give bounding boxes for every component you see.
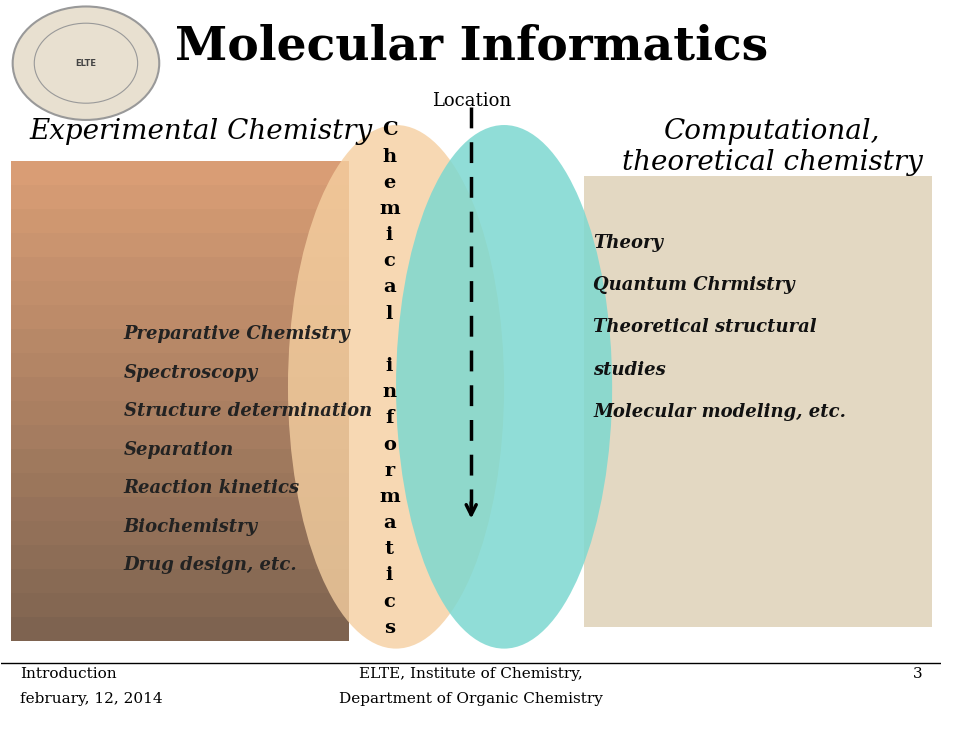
Text: Drug design, etc.: Drug design, etc. <box>124 556 297 575</box>
Text: m: m <box>379 200 400 218</box>
Text: Separation: Separation <box>124 441 234 458</box>
Bar <box>11 618 349 642</box>
Text: Preparative Chemistry: Preparative Chemistry <box>124 325 350 343</box>
Bar <box>11 473 349 497</box>
Text: Theory: Theory <box>594 234 664 252</box>
Bar <box>11 593 349 618</box>
Text: C: C <box>382 121 397 139</box>
Text: Computational,
theoretical chemistry: Computational, theoretical chemistry <box>621 118 923 176</box>
Bar <box>584 176 931 627</box>
Bar <box>11 185 349 210</box>
Text: Structure determination: Structure determination <box>124 402 372 420</box>
Bar <box>11 161 349 185</box>
Text: c: c <box>384 253 395 270</box>
Bar <box>11 258 349 281</box>
Text: a: a <box>383 278 396 296</box>
Text: t: t <box>385 540 394 558</box>
Ellipse shape <box>396 125 612 649</box>
Bar <box>11 234 349 258</box>
Bar <box>11 426 349 450</box>
Text: studies: studies <box>594 361 667 379</box>
Circle shape <box>12 7 159 120</box>
Text: Department of Organic Chemistry: Department of Organic Chemistry <box>339 692 603 706</box>
Bar <box>11 329 349 353</box>
Text: Molecular modeling, etc.: Molecular modeling, etc. <box>594 403 846 420</box>
Text: i: i <box>386 566 393 585</box>
Text: Experimental Chemistry: Experimental Chemistry <box>30 118 373 145</box>
Bar <box>11 497 349 521</box>
Text: Quantum Chrmistry: Quantum Chrmistry <box>594 276 795 294</box>
Bar <box>11 569 349 593</box>
Text: ELTE: ELTE <box>76 58 97 68</box>
Bar <box>11 281 349 305</box>
Bar <box>11 210 349 234</box>
Text: f: f <box>386 410 393 427</box>
Text: i: i <box>386 226 393 244</box>
Text: r: r <box>385 461 394 480</box>
Text: Location: Location <box>432 92 511 110</box>
Bar <box>11 353 349 377</box>
Bar <box>11 450 349 473</box>
Text: l: l <box>386 304 393 323</box>
Text: Biochemistry: Biochemistry <box>124 518 258 536</box>
Text: h: h <box>383 147 396 166</box>
Text: a: a <box>383 514 396 532</box>
Ellipse shape <box>288 125 504 649</box>
Bar <box>11 545 349 569</box>
Text: c: c <box>384 593 395 610</box>
Text: february, 12, 2014: february, 12, 2014 <box>20 692 163 706</box>
Text: m: m <box>379 488 400 506</box>
Text: Reaction kinetics: Reaction kinetics <box>124 479 299 497</box>
Bar <box>11 402 349 426</box>
Text: s: s <box>384 619 395 637</box>
Text: Spectroscopy: Spectroscopy <box>124 364 258 382</box>
Bar <box>11 305 349 329</box>
Text: e: e <box>384 174 395 192</box>
Bar <box>11 161 349 642</box>
Text: Theoretical structural: Theoretical structural <box>594 318 817 337</box>
Text: Introduction: Introduction <box>20 666 117 681</box>
Text: n: n <box>383 383 396 402</box>
Text: i: i <box>386 357 393 375</box>
Text: 3: 3 <box>913 666 923 681</box>
Bar <box>11 521 349 545</box>
Text: o: o <box>383 436 396 453</box>
Text: ELTE, Institute of Chemistry,: ELTE, Institute of Chemistry, <box>360 666 583 681</box>
Bar <box>11 377 349 402</box>
Text: Molecular Informatics: Molecular Informatics <box>175 23 768 69</box>
